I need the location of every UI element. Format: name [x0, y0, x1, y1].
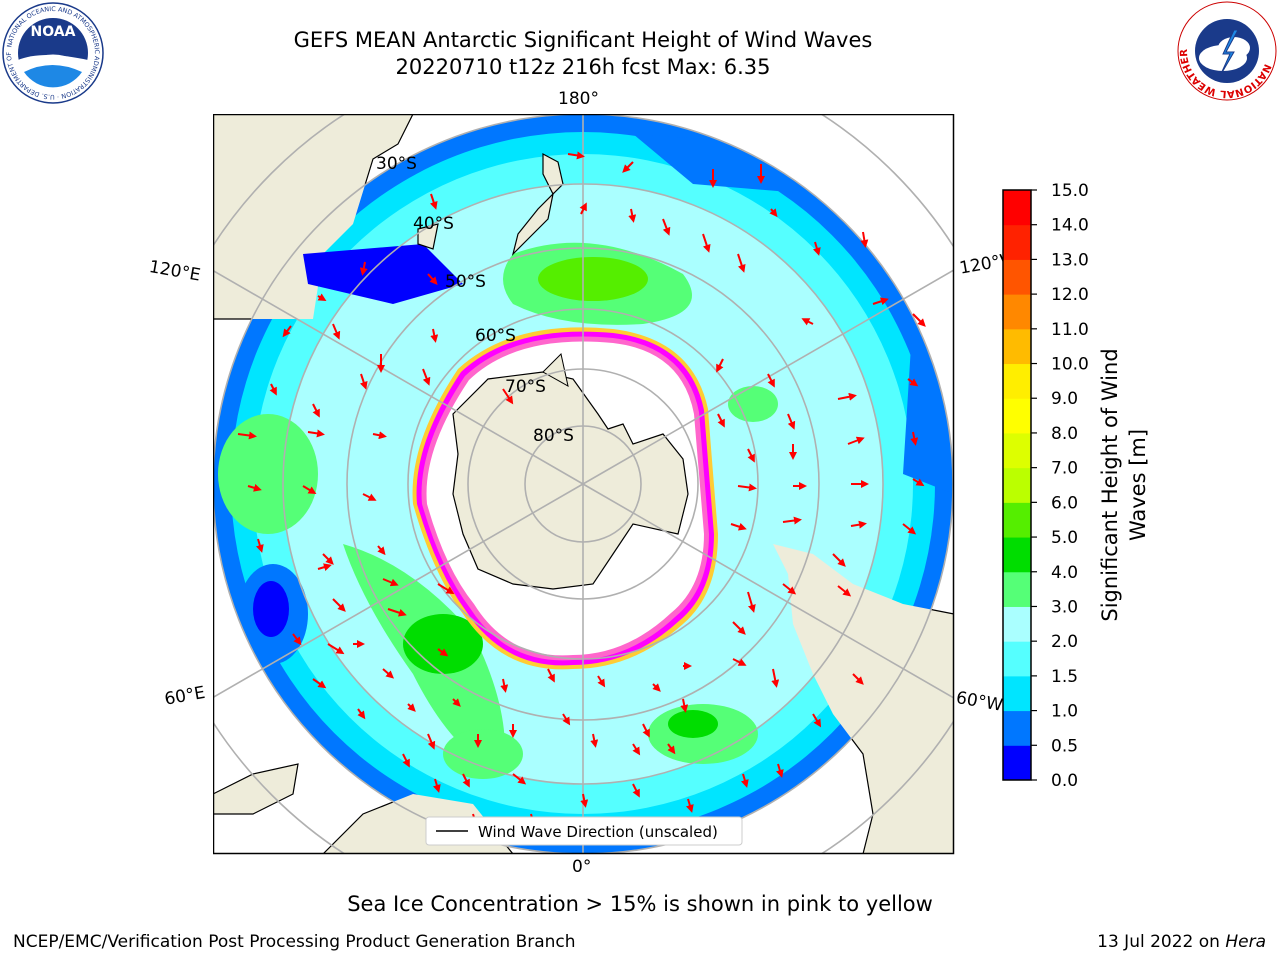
colorbar: 0.0 0.5 1.0 1.5 2.0 3.0 4.0 5.0 6.0 7.0 8.0 9.0 10.0…: [1002, 181, 1150, 791]
colorbar-tick-label: 14.0: [1051, 216, 1089, 236]
footer-date: 13 Jul 2022 on Hera: [1097, 932, 1266, 952]
map-legend: Wind Wave Direction (unscaled): [425, 816, 743, 846]
lat-label-80s: 80°S: [533, 426, 574, 446]
colorbar-tick-label: 2.0: [1051, 632, 1078, 652]
colorbar-tick-label: 0.5: [1051, 736, 1078, 756]
polar-map: 30°S 40°S 50°S 60°S 70°S 80°S Wind Wave …: [213, 114, 955, 855]
colorbar-tick-label: 0.0: [1051, 771, 1078, 791]
footer-host: Hera: [1225, 932, 1266, 952]
colorbar-tick-label: 7.0: [1051, 459, 1078, 479]
lat-label-40s: 40°S: [413, 214, 454, 234]
colorbar-swatch: [1003, 190, 1031, 226]
colorbar-tick-label: 11.0: [1051, 320, 1089, 340]
colorbar-swatch: [1003, 398, 1031, 434]
colorbar-swatch: [1003, 641, 1031, 677]
lat-label-30s: 30°S: [376, 154, 417, 174]
lon-label-180: 180°: [558, 89, 599, 109]
colorbar-swatch: [1003, 537, 1031, 573]
colorbar-swatch: [1003, 224, 1031, 260]
lat-label-70s: 70°S: [505, 377, 546, 397]
colorbar-swatch: [1003, 502, 1031, 538]
colorbar-tick-label: 9.0: [1051, 389, 1078, 409]
lat-label-50s: 50°S: [445, 272, 486, 292]
new-zealand-south: [511, 192, 554, 256]
sea-ice-caption: Sea Ice Concentration > 15% is shown in …: [347, 892, 933, 916]
footer-credit: NCEP/EMC/Verification Post Processing Pr…: [13, 932, 576, 952]
colorbar-ticks: 0.0 0.5 1.0 1.5 2.0 3.0 4.0 5.0 6.0 7.0 8.0 9.0 10.0…: [1031, 181, 1089, 791]
antarctica-land: [452, 371, 689, 590]
colorbar-swatch: [1003, 745, 1031, 781]
colorbar-tick-label: 1.0: [1051, 702, 1078, 722]
colorbar-swatch: [1003, 467, 1031, 503]
colorbar-tick-label: 6.0: [1051, 493, 1078, 513]
colorbar-tick-label: 12.0: [1051, 285, 1089, 305]
latitude-labels: 30°S 40°S 50°S 60°S 70°S 80°S: [376, 154, 574, 446]
colorbar-frame: [1002, 189, 1032, 781]
new-zealand-north: [542, 153, 564, 196]
legend-label: Wind Wave Direction (unscaled): [478, 823, 718, 841]
colorbar-tick-label: 4.0: [1051, 563, 1078, 583]
colorbar-tick-label: 1.5: [1051, 667, 1078, 687]
colorbar-tick-label: 13.0: [1051, 250, 1089, 270]
colorbar-tick-label: 15.0: [1051, 181, 1089, 201]
lon-label-0: 0°: [572, 857, 592, 877]
wind-wave-arrows: [237, 151, 926, 828]
lon-label-60e: 60°E: [163, 682, 207, 710]
colorbar-swatch: [1003, 363, 1031, 399]
colorbar-tick-label: 8.0: [1051, 424, 1078, 444]
map-frame: [213, 114, 955, 855]
noaa-logo: NOAA NATIONAL OCEANIC AND ATMOSPHERIC AD…: [2, 2, 104, 104]
colorbar-swatch: [1003, 710, 1031, 746]
colorbar-swatch: [1003, 571, 1031, 607]
lon-label-120e: 120°E: [147, 257, 202, 286]
colorbar-swatch: [1003, 432, 1031, 469]
nws-logo: NATIONAL WEATHER SERVICE: [1176, 0, 1277, 101]
colorbar-label-line1: Significant Height of Wind: [1098, 348, 1122, 621]
colorbar-swatch: [1003, 606, 1031, 642]
colorbar-tick-label: 10.0: [1051, 355, 1089, 375]
lat-label-60s: 60°S: [475, 326, 516, 346]
colorbar-tick-label: 5.0: [1051, 528, 1078, 548]
colorbar-tick-label: 3.0: [1051, 597, 1078, 617]
noaa-logo-text: NOAA: [31, 24, 76, 40]
colorbar-swatch: [1003, 259, 1031, 295]
colorbar-swatches: [1003, 190, 1031, 781]
chart-subtitle: 20220710 t12z 216h fcst Max: 6.35: [395, 55, 771, 79]
chart-title: GEFS MEAN Antarctic Significant Height o…: [293, 28, 873, 52]
colorbar-swatch: [1003, 675, 1031, 712]
colorbar-swatch: [1003, 328, 1031, 365]
footer-date-text: 13 Jul 2022 on: [1097, 932, 1226, 952]
colorbar-label-line2: Waves [m]: [1126, 429, 1150, 541]
colorbar-swatch: [1003, 294, 1031, 330]
